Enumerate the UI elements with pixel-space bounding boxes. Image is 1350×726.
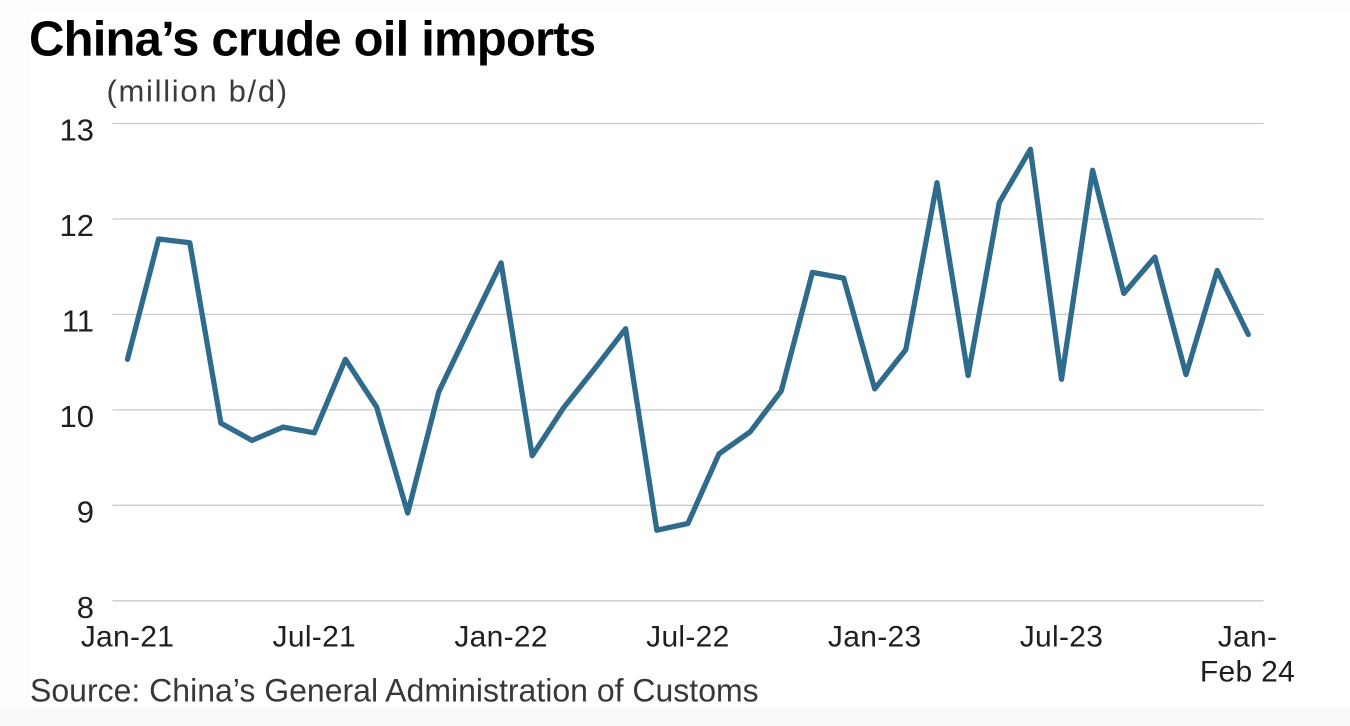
svg-text:Jul-23: Jul-23 bbox=[1020, 621, 1104, 654]
svg-text:9: 9 bbox=[77, 494, 94, 529]
svg-text:Source: China’s General Admini: Source: China’s General Administration o… bbox=[30, 673, 759, 709]
svg-text:(million b/d): (million b/d) bbox=[107, 74, 289, 109]
svg-text:Jan-22: Jan-22 bbox=[454, 621, 548, 654]
svg-text:Jan-21: Jan-21 bbox=[81, 621, 175, 654]
svg-text:12: 12 bbox=[60, 208, 94, 243]
svg-text:13: 13 bbox=[60, 113, 94, 148]
svg-text:Jan-23: Jan-23 bbox=[828, 621, 922, 654]
svg-text:8: 8 bbox=[77, 590, 94, 625]
svg-text:10: 10 bbox=[60, 399, 94, 434]
svg-text:China’s crude oil imports: China’s crude oil imports bbox=[29, 13, 595, 67]
svg-text:11: 11 bbox=[62, 303, 94, 338]
svg-text:Feb 24: Feb 24 bbox=[1200, 655, 1295, 688]
svg-text:Jul-22: Jul-22 bbox=[646, 621, 730, 654]
svg-text:Jan-: Jan- bbox=[1218, 621, 1278, 654]
svg-text:Jul-21: Jul-21 bbox=[273, 621, 357, 654]
